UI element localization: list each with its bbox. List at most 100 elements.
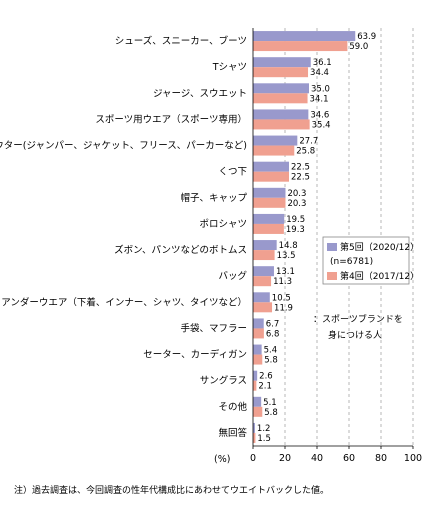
data-label: 10.5 <box>272 293 291 303</box>
data-label: 34.6 <box>310 110 329 120</box>
data-label: 22.5 <box>291 163 310 173</box>
bar-series-1 <box>253 422 255 433</box>
bar-series-2 <box>253 276 272 287</box>
data-label: 2.1 <box>258 382 272 392</box>
data-label: 5.1 <box>263 398 277 408</box>
bar-series-2 <box>253 223 284 234</box>
data-label: 13.1 <box>276 267 295 277</box>
data-label: 35.0 <box>311 84 330 94</box>
bar-series-2 <box>253 328 264 339</box>
bar-series-2 <box>253 406 263 417</box>
bar-series-2 <box>253 93 308 104</box>
data-label: 34.4 <box>310 68 329 78</box>
category-label: シューズ、スニーカー、ブーツ <box>115 35 247 47</box>
data-label: 5.8 <box>264 356 278 366</box>
bar-series-2 <box>253 380 257 391</box>
x-axis: 0 20 40 60 80 100 <box>250 28 422 464</box>
x-tick-label-80: 80 <box>375 453 387 464</box>
legend-label-series-1: 第5回（2020/12） <box>340 241 419 253</box>
bar-series-1 <box>253 266 274 277</box>
data-label: 14.8 <box>279 241 298 251</box>
bar-series-1 <box>253 83 309 94</box>
bar-series-2 <box>253 302 273 313</box>
bar-series-2 <box>253 432 256 443</box>
data-label: 6.8 <box>266 329 280 339</box>
data-label: 5.8 <box>264 408 278 418</box>
bar-series-1 <box>253 240 277 251</box>
bar-series-2 <box>253 41 348 52</box>
legend-box <box>322 236 410 285</box>
data-label: 13.5 <box>277 251 296 261</box>
category-label: その他 <box>218 401 247 413</box>
footnote: 注）過去調査は、今回調査の性年代構成比にあわせてウエイトバックした値。 <box>14 484 329 496</box>
bar-series-1 <box>253 292 270 303</box>
data-label: 59.0 <box>349 42 368 52</box>
bar-series-1 <box>253 213 285 224</box>
category-label: ジャージ、スウエット <box>153 88 247 99</box>
category-label: アンダーウエア（下着、インナー、シャツ、タイツなど） <box>1 296 247 308</box>
bar-series-1 <box>253 31 356 42</box>
data-label: 20.3 <box>287 189 306 199</box>
category-labels: シューズ、スニーカー、ブーツ Tシャツジャージ、スウエットスポーツ用ウエア（スポー… <box>0 35 247 439</box>
data-label: 5.4 <box>264 346 278 356</box>
data-label: 19.5 <box>286 215 305 225</box>
category-label: 無回答 <box>218 427 247 439</box>
x-tick-label-40: 40 <box>311 453 323 464</box>
value-labels: 63.959.0 36.134.4 35.034.1 34.635.4 27.725.8… <box>257 32 376 444</box>
data-label: 63.9 <box>357 32 376 42</box>
bar-series-1 <box>253 187 286 198</box>
data-label: 2.6 <box>259 372 273 382</box>
x-tick-label-0: 0 <box>250 453 256 464</box>
x-tick-label-20: 20 <box>279 453 291 464</box>
annotation-line-1: ：スポーツブランドを <box>313 313 403 325</box>
category-label: 手袋、マフラー <box>180 322 247 334</box>
bar-series-1 <box>253 161 289 172</box>
category-label: サングラス <box>200 375 247 387</box>
category-label: セーター、カーディガン <box>143 349 247 361</box>
x-tick-label-100: 100 <box>404 453 422 464</box>
grid-lines <box>284 28 414 446</box>
bar-series-1 <box>253 396 262 407</box>
data-label: 6.7 <box>266 319 280 329</box>
category-label: 帽子、キャップ <box>180 192 247 204</box>
legend-swatch-series-2 <box>327 272 337 280</box>
data-label: 22.5 <box>291 173 310 183</box>
category-label: ズボン、パンツなどのボトムス <box>114 244 247 256</box>
bar-series-2 <box>253 119 310 130</box>
bar-series-2 <box>253 250 275 261</box>
bar-series-1 <box>253 135 298 146</box>
data-label: 35.4 <box>312 120 331 130</box>
bar-series-1 <box>253 57 311 68</box>
legend-label-series-2: 第4回（2017/12） <box>340 270 419 282</box>
data-label: 19.3 <box>286 225 305 235</box>
category-label: スポーツ用ウエア（スポーツ専用） <box>95 113 247 125</box>
data-label: 1.5 <box>257 434 271 444</box>
category-label: Tシャツ <box>212 62 247 73</box>
bar-series-1 <box>253 370 258 381</box>
bars <box>253 31 356 443</box>
data-label: 11.9 <box>274 303 293 313</box>
x-axis-unit: (%) <box>214 454 230 465</box>
category-label: ポロシャツ <box>199 219 247 230</box>
bar-series-2 <box>253 145 295 156</box>
bar-series-1 <box>253 318 264 329</box>
legend-swatch-series-1 <box>327 243 337 251</box>
category-label: アウター(ジャンパー、ジャケット、フリース、パーカーなど) <box>0 141 247 152</box>
bar-series-1 <box>253 109 309 120</box>
data-label: 1.2 <box>257 424 271 434</box>
bar-series-2 <box>253 171 289 182</box>
legend: 第5回（2020/12） (n=6781) 第4回（2017/12） <box>322 236 419 285</box>
category-label: くつ下 <box>218 167 247 178</box>
bar-series-2 <box>253 197 286 208</box>
bar-series-2 <box>253 354 263 365</box>
legend-n: (n=6781) <box>330 257 373 267</box>
annotation-line-2: 身につける人 <box>328 329 382 341</box>
data-label: 34.1 <box>310 94 329 104</box>
x-tick-label-60: 60 <box>343 453 355 464</box>
data-label: 36.1 <box>313 58 332 68</box>
data-label: 25.8 <box>296 147 315 157</box>
data-label: 27.7 <box>299 137 318 147</box>
bar-series-2 <box>253 67 309 78</box>
data-label: 11.3 <box>273 277 292 287</box>
